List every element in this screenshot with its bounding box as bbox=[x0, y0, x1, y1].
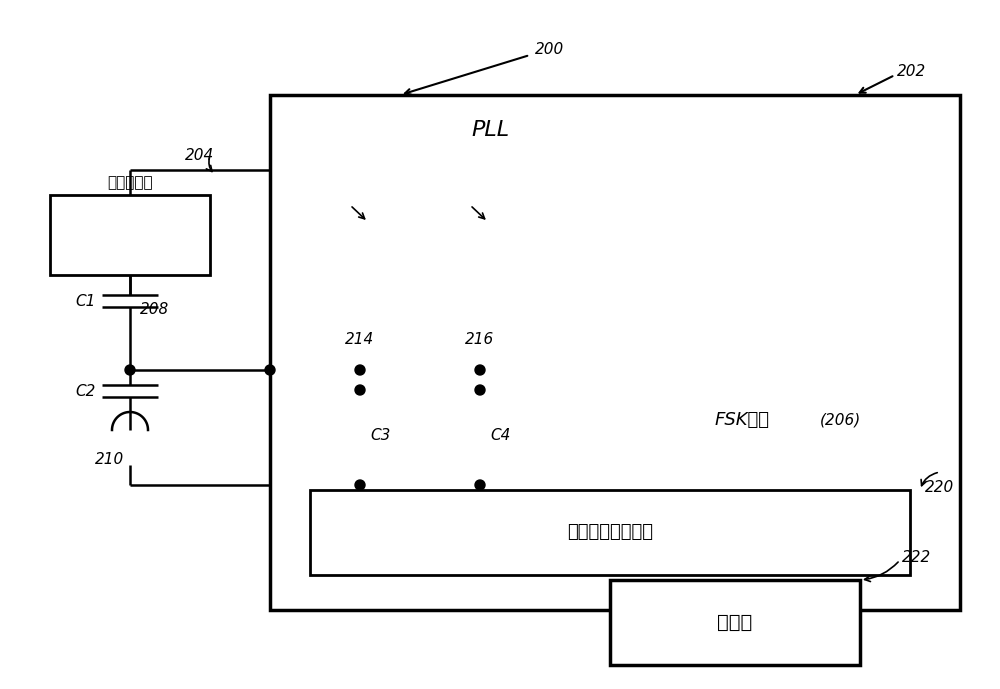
Text: 200: 200 bbox=[535, 43, 564, 57]
Circle shape bbox=[475, 385, 485, 395]
Circle shape bbox=[355, 365, 365, 375]
Text: 210: 210 bbox=[95, 453, 124, 468]
Text: 204: 204 bbox=[185, 147, 214, 163]
Bar bbox=[610, 580, 860, 665]
Circle shape bbox=[265, 365, 275, 375]
Text: (206): (206) bbox=[820, 413, 861, 427]
Text: 222: 222 bbox=[902, 551, 931, 566]
Text: 频率偏差选择线路: 频率偏差选择线路 bbox=[567, 523, 653, 541]
Text: C4: C4 bbox=[490, 429, 510, 444]
Text: 202: 202 bbox=[897, 65, 926, 79]
Text: C1: C1 bbox=[75, 294, 95, 309]
Text: C2: C2 bbox=[75, 384, 95, 398]
Text: PLL: PLL bbox=[471, 120, 509, 140]
Text: 212: 212 bbox=[342, 502, 371, 517]
Text: 控制器: 控制器 bbox=[717, 613, 753, 632]
Circle shape bbox=[475, 365, 485, 375]
Bar bbox=[50, 195, 210, 275]
Text: 216: 216 bbox=[465, 333, 494, 347]
Text: 晶体振荚器: 晶体振荚器 bbox=[107, 176, 153, 190]
Bar bbox=[270, 95, 960, 610]
Text: 213: 213 bbox=[470, 502, 499, 517]
Text: 220: 220 bbox=[925, 480, 954, 495]
Text: 208: 208 bbox=[140, 302, 169, 318]
Circle shape bbox=[355, 385, 365, 395]
Text: FSK开关: FSK开关 bbox=[715, 411, 770, 429]
Circle shape bbox=[355, 480, 365, 490]
Text: C3: C3 bbox=[370, 429, 390, 444]
Bar bbox=[310, 490, 910, 575]
Text: 214: 214 bbox=[345, 333, 374, 347]
Circle shape bbox=[125, 365, 135, 375]
Circle shape bbox=[475, 480, 485, 490]
